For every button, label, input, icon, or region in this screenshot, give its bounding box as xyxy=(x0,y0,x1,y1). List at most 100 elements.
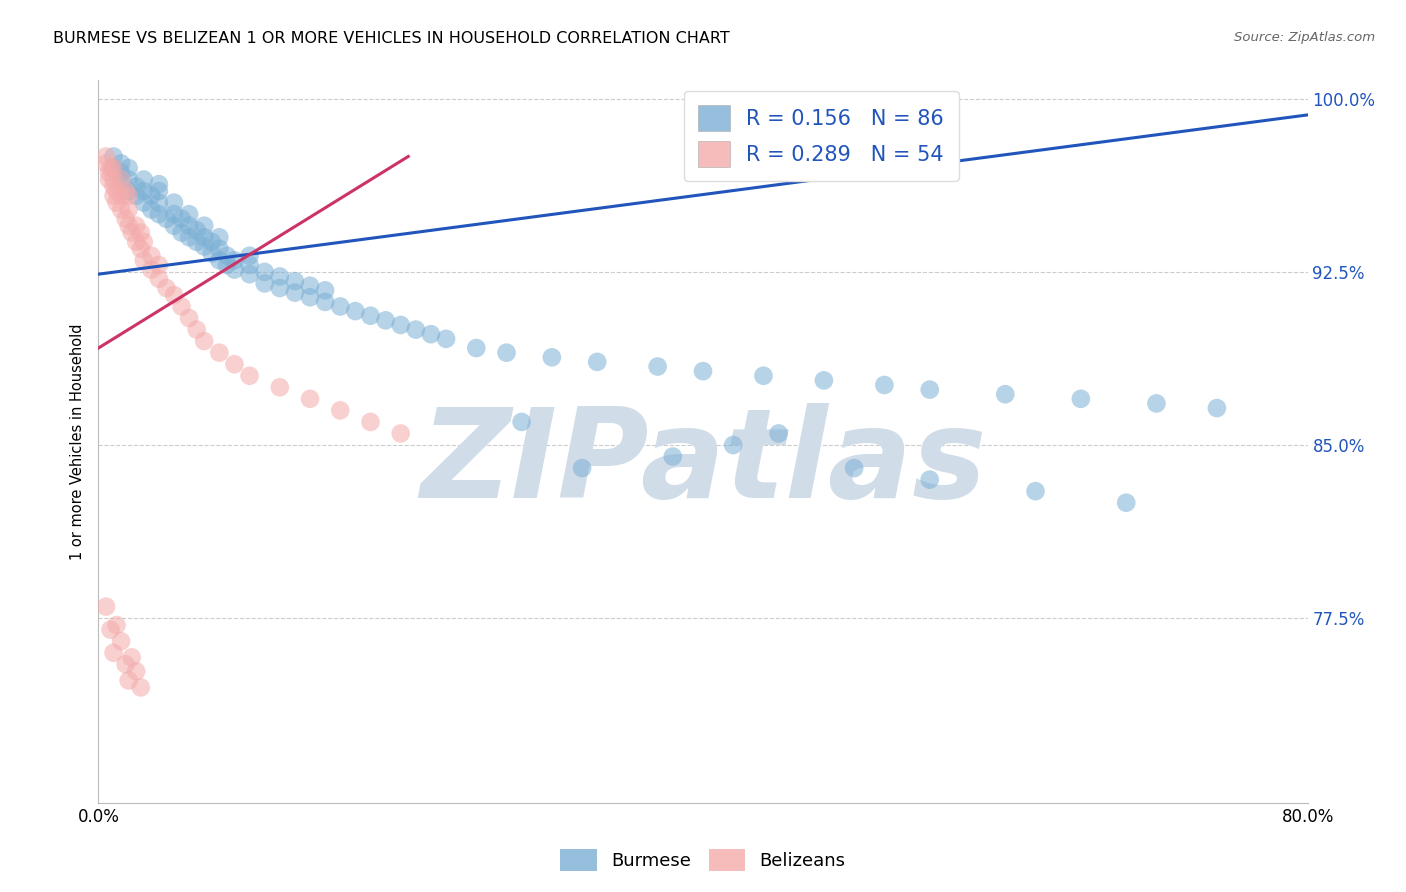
Y-axis label: 1 or more Vehicles in Household: 1 or more Vehicles in Household xyxy=(69,323,84,560)
Burmese xyxy=(1206,401,1229,415)
Burmese xyxy=(420,327,443,342)
Burmese xyxy=(148,195,170,210)
Belizeans xyxy=(125,219,148,233)
Burmese xyxy=(141,202,163,217)
Belizeans xyxy=(329,403,352,417)
Belizeans xyxy=(141,262,163,277)
Burmese xyxy=(148,207,170,221)
Burmese xyxy=(118,172,141,186)
Burmese xyxy=(163,207,186,221)
Burmese xyxy=(103,161,125,175)
Belizeans xyxy=(299,392,322,406)
Burmese xyxy=(155,211,177,226)
Belizeans xyxy=(103,172,125,186)
Burmese xyxy=(132,195,155,210)
Burmese xyxy=(873,378,896,392)
Belizeans xyxy=(129,242,152,256)
Belizeans xyxy=(114,184,136,198)
Burmese xyxy=(253,277,276,291)
Belizeans xyxy=(100,623,122,637)
Belizeans xyxy=(193,334,215,348)
Burmese xyxy=(110,166,132,180)
Belizeans xyxy=(103,188,125,202)
Burmese xyxy=(434,332,457,346)
Burmese xyxy=(586,355,609,369)
Belizeans xyxy=(129,226,152,240)
Belizeans xyxy=(98,172,121,186)
Burmese xyxy=(215,249,238,263)
Belizeans xyxy=(105,618,128,632)
Belizeans xyxy=(224,357,246,371)
Burmese xyxy=(510,415,533,429)
Belizeans xyxy=(103,179,125,194)
Burmese xyxy=(208,242,231,256)
Text: ZIPatlas: ZIPatlas xyxy=(420,402,986,524)
Belizeans xyxy=(100,161,122,175)
Burmese xyxy=(360,309,382,323)
Burmese xyxy=(148,184,170,198)
Burmese xyxy=(193,230,215,244)
Burmese xyxy=(193,219,215,233)
Burmese xyxy=(110,156,132,170)
Burmese xyxy=(163,219,186,233)
Belizeans xyxy=(110,172,132,186)
Belizeans xyxy=(239,368,262,383)
Belizeans xyxy=(94,599,117,614)
Burmese xyxy=(186,235,208,249)
Burmese xyxy=(141,188,163,202)
Burmese xyxy=(692,364,714,378)
Burmese xyxy=(314,283,336,297)
Text: BURMESE VS BELIZEAN 1 OR MORE VEHICLES IN HOUSEHOLD CORRELATION CHART: BURMESE VS BELIZEAN 1 OR MORE VEHICLES I… xyxy=(53,31,730,46)
Belizeans xyxy=(105,195,128,210)
Belizeans xyxy=(94,156,117,170)
Belizeans xyxy=(148,258,170,272)
Belizeans xyxy=(98,166,121,180)
Burmese xyxy=(132,172,155,186)
Belizeans xyxy=(118,219,141,233)
Burmese xyxy=(723,438,745,452)
Belizeans xyxy=(114,657,136,672)
Burmese xyxy=(170,226,193,240)
Burmese xyxy=(269,269,291,284)
Burmese xyxy=(768,426,790,441)
Belizeans xyxy=(125,664,148,678)
Burmese xyxy=(994,387,1017,401)
Legend: R = 0.156   N = 86, R = 0.289   N = 54: R = 0.156 N = 86, R = 0.289 N = 54 xyxy=(683,91,959,181)
Burmese xyxy=(918,383,941,397)
Belizeans xyxy=(155,281,177,295)
Belizeans xyxy=(105,184,128,198)
Belizeans xyxy=(269,380,291,394)
Burmese xyxy=(118,161,141,175)
Burmese xyxy=(163,195,186,210)
Burmese xyxy=(179,219,201,233)
Belizeans xyxy=(118,188,141,202)
Burmese xyxy=(374,313,396,327)
Belizeans xyxy=(103,161,125,175)
Burmese xyxy=(201,246,224,260)
Burmese xyxy=(224,253,246,268)
Belizeans xyxy=(360,415,382,429)
Burmese xyxy=(269,281,291,295)
Text: Source: ZipAtlas.com: Source: ZipAtlas.com xyxy=(1234,31,1375,45)
Burmese xyxy=(103,149,125,163)
Burmese xyxy=(465,341,488,355)
Belizeans xyxy=(163,288,186,302)
Burmese xyxy=(329,300,352,314)
Burmese xyxy=(132,184,155,198)
Burmese xyxy=(125,188,148,202)
Burmese xyxy=(647,359,669,374)
Burmese xyxy=(1115,496,1137,510)
Belizeans xyxy=(179,311,201,326)
Burmese xyxy=(118,184,141,198)
Legend: Burmese, Belizeans: Burmese, Belizeans xyxy=(553,842,853,879)
Burmese xyxy=(918,473,941,487)
Burmese xyxy=(284,285,307,300)
Burmese xyxy=(661,450,683,464)
Belizeans xyxy=(110,634,132,648)
Burmese xyxy=(215,258,238,272)
Belizeans xyxy=(186,322,208,336)
Burmese xyxy=(389,318,412,332)
Belizeans xyxy=(110,188,132,202)
Burmese xyxy=(179,230,201,244)
Burmese xyxy=(1144,396,1167,410)
